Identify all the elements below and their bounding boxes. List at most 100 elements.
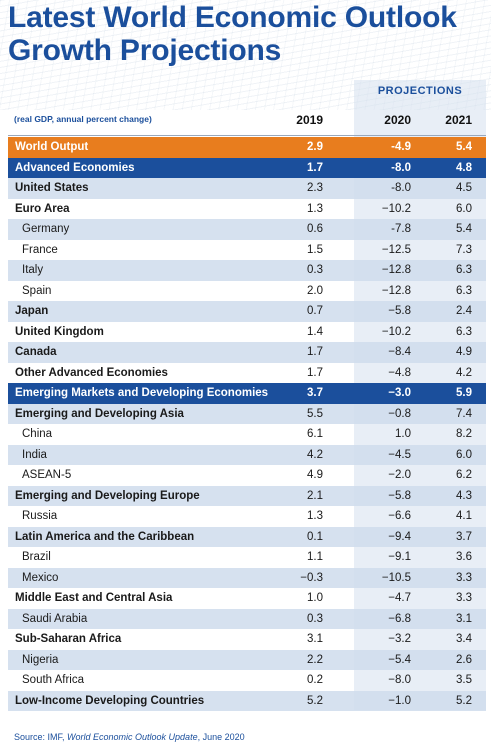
row-label: Middle East and Central Asia — [15, 592, 173, 604]
value-2020: −6.8 — [388, 612, 411, 625]
value-2019: 1.7 — [307, 161, 323, 174]
units-note: (real GDP, annual percent change) — [14, 114, 152, 124]
value-2019: 1.1 — [307, 551, 323, 563]
value-2019: 0.6 — [307, 223, 323, 235]
table-row: Japan 0.7 −5.8 2.4 — [8, 301, 486, 322]
value-2021: 3.3 — [456, 592, 472, 604]
value-2020: 1.0 — [395, 428, 411, 440]
value-2019: 1.3 — [307, 510, 323, 522]
row-label: ASEAN-5 — [22, 469, 72, 481]
row-label: Emerging and Developing Asia — [15, 407, 184, 420]
table-row: Low-Income Developing Countries 5.2 −1.0 5.… — [8, 690, 486, 711]
table-row: Mexico −0.3 −10.5 3.3 — [8, 567, 486, 588]
row-label: World Output — [15, 141, 89, 153]
table-row: Other Advanced Economies 1.7 −4.8 4.2 — [8, 363, 486, 384]
value-2021: 6.3 — [456, 325, 472, 338]
value-2020: −1.0 — [388, 694, 411, 707]
value-2019: 4.2 — [307, 448, 323, 461]
value-2021: 2.6 — [456, 653, 472, 666]
value-2020: -7.8 — [391, 223, 411, 235]
value-2019: 3.7 — [307, 387, 323, 399]
value-2020: −2.0 — [388, 469, 411, 481]
table-row: United Kingdom 1.4 −10.2 6.3 — [8, 322, 486, 343]
value-2019: −0.3 — [300, 571, 323, 584]
table-row: Middle East and Central Asia 1.0 −4.7 3.3 — [8, 588, 486, 609]
value-2019: 2.0 — [307, 284, 323, 297]
row-label: Sub-Saharan Africa — [15, 633, 122, 645]
value-2019: 1.4 — [307, 325, 323, 338]
row-label: South Africa — [22, 674, 85, 686]
row-label: Japan — [15, 305, 49, 317]
row-label: Brazil — [22, 551, 51, 563]
value-2019: 0.3 — [307, 264, 323, 276]
row-label: Italy — [22, 264, 44, 276]
value-2021: 5.4 — [456, 141, 472, 153]
table-row: Canada 1.7 −8.4 4.9 — [8, 342, 486, 363]
value-2021: 6.0 — [456, 202, 472, 215]
header-divider — [8, 135, 486, 136]
table-row: Saudi Arabia 0.3 −6.8 3.1 — [8, 608, 486, 629]
table-row: ASEAN-5 4.9 −2.0 6.2 — [8, 465, 486, 486]
value-2021: 4.2 — [456, 366, 472, 379]
value-2021: 4.9 — [456, 346, 472, 358]
table-row: Sub-Saharan Africa 3.1 −3.2 3.4 — [8, 629, 486, 650]
value-2021: 5.9 — [456, 387, 472, 399]
row-label: France — [22, 243, 58, 256]
table-row: Emerging and Developing Asia 5.5 −0.8 7.4 — [8, 403, 486, 424]
value-2019: 2.9 — [307, 141, 323, 153]
source-note: Source: IMF, World Economic Outlook Upda… — [14, 732, 245, 742]
value-2020: −4.7 — [388, 592, 411, 604]
row-label: Advanced Economies — [15, 161, 135, 174]
value-2020: −8.0 — [388, 674, 411, 686]
value-2020: −9.4 — [388, 530, 411, 543]
value-2021: 3.4 — [456, 633, 472, 645]
value-2020: −6.6 — [388, 510, 411, 522]
source-prefix: Source: IMF, — [14, 732, 68, 742]
row-label: Germany — [22, 223, 70, 235]
row-label: Latin America and the Caribbean — [15, 530, 195, 543]
value-2020: −10.2 — [381, 325, 411, 338]
value-2021: 5.2 — [456, 694, 472, 707]
value-2019: 1.5 — [307, 243, 323, 256]
value-2020: −10.2 — [381, 202, 411, 215]
value-2021: 7.3 — [456, 243, 472, 256]
row-label: United Kingdom — [15, 325, 104, 338]
value-2021: 7.4 — [456, 407, 472, 420]
table-row: Spain 2.0 −12.8 6.3 — [8, 281, 486, 302]
row-label: Russia — [22, 510, 58, 522]
table-row: Italy 0.3 −12.8 6.3 — [8, 260, 486, 281]
projections-table: World Output 2.9 -4.9 5.4 Advanced Economies… — [8, 137, 486, 711]
value-2020: −3.2 — [388, 633, 411, 645]
title-line-2: Growth Projections — [8, 34, 282, 67]
column-header-2021: 2021 — [445, 113, 472, 127]
table-row: Russia 1.3 −6.6 4.1 — [8, 506, 486, 527]
value-2020: −5.4 — [388, 653, 411, 666]
column-header-2020: 2020 — [384, 113, 411, 127]
source-suffix: , June 2020 — [197, 732, 245, 742]
value-2020: −4.8 — [388, 366, 411, 379]
table-row: Nigeria 2.2 −5.4 2.6 — [8, 649, 486, 670]
value-2019: 5.2 — [307, 694, 323, 707]
value-2021: 3.5 — [456, 674, 472, 686]
value-2021: 6.0 — [456, 448, 472, 461]
value-2020: -8.0 — [391, 182, 411, 194]
row-label: United States — [15, 182, 89, 194]
value-2021: 4.5 — [456, 182, 472, 194]
value-2019: 6.1 — [307, 428, 323, 440]
value-2019: 2.1 — [307, 489, 323, 502]
value-2019: 3.1 — [307, 633, 323, 645]
row-label: Euro Area — [15, 202, 70, 215]
value-2020: −10.5 — [381, 571, 411, 584]
value-2019: 0.1 — [307, 530, 323, 543]
value-2020: −5.8 — [388, 305, 411, 317]
value-2021: 4.3 — [456, 489, 472, 502]
value-2019: 5.5 — [307, 407, 323, 420]
table-row: United States 2.3 -8.0 4.5 — [8, 178, 486, 199]
table-row: South Africa 0.2 −8.0 3.5 — [8, 670, 486, 691]
value-2021: 4.8 — [456, 161, 472, 174]
table-row: China 6.1 1.0 8.2 — [8, 424, 486, 445]
row-label: Mexico — [22, 571, 59, 584]
value-2021: 3.7 — [456, 530, 472, 543]
value-2021: 3.3 — [456, 571, 472, 584]
value-2021: 2.4 — [456, 305, 472, 317]
